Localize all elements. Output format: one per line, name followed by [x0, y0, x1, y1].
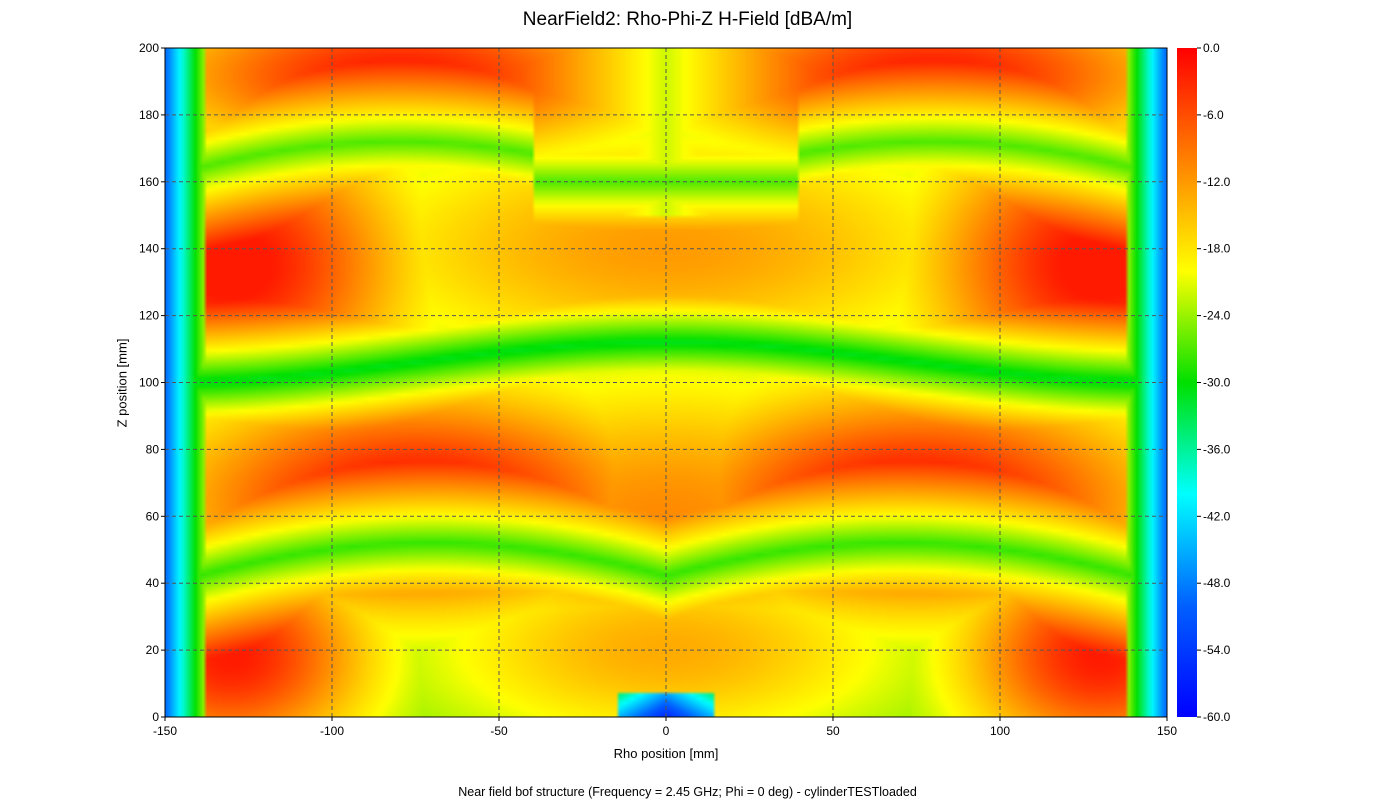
x-tick-label: 0 [663, 724, 670, 738]
y-tick-label: 60 [146, 509, 160, 523]
colorbar-tick-label: -60.0 [1203, 710, 1231, 724]
x-tick-label: -150 [153, 724, 177, 738]
colorbar-tick-label: -30.0 [1203, 376, 1231, 390]
y-tick-label: 180 [139, 108, 159, 122]
y-tick-label: 100 [139, 376, 159, 390]
colorbar-tick-label: -36.0 [1203, 442, 1231, 456]
colorbar [1177, 48, 1197, 717]
y-tick-label: 200 [139, 41, 159, 55]
x-tick-label: -50 [490, 724, 508, 738]
y-tick-label: 120 [139, 309, 159, 323]
x-axis-label: Rho position [mm] [566, 746, 766, 761]
y-tick-label: 80 [146, 442, 160, 456]
y-axis: 0 20 40 60 80 100 120 140 160 180 200 [139, 41, 165, 724]
colorbar-tick-label: -24.0 [1203, 309, 1231, 323]
y-tick-label: 0 [152, 710, 159, 724]
x-axis: -150 -100 -50 0 50 100 150 [153, 717, 1177, 738]
colorbar-tick-label: 0.0 [1203, 41, 1220, 55]
colorbar-tick-label: -12.0 [1203, 175, 1231, 189]
x-tick-label: 50 [826, 724, 840, 738]
colorbar-tick-label: -42.0 [1203, 509, 1231, 523]
colorbar-tick-label: -48.0 [1203, 576, 1231, 590]
y-tick-label: 40 [146, 576, 160, 590]
colorbar-tick-label: -18.0 [1203, 242, 1231, 256]
y-axis-label: Z position [mm] [115, 339, 130, 428]
y-tick-label: 140 [139, 242, 159, 256]
x-tick-label: 150 [1157, 724, 1177, 738]
y-tick-label: 20 [146, 643, 160, 657]
x-tick-label: 100 [990, 724, 1010, 738]
x-tick-label: -100 [320, 724, 344, 738]
y-tick-label: 160 [139, 175, 159, 189]
chart-footer: Near field bof structure (Frequency = 2.… [0, 785, 1375, 799]
colorbar-ticks: 0.0 -6.0 -12.0 -18.0 -24.0 -30.0 -36.0 -42.0 -48… [1197, 41, 1231, 724]
colorbar-tick-label: -6.0 [1203, 108, 1224, 122]
colorbar-tick-label: -54.0 [1203, 643, 1231, 657]
